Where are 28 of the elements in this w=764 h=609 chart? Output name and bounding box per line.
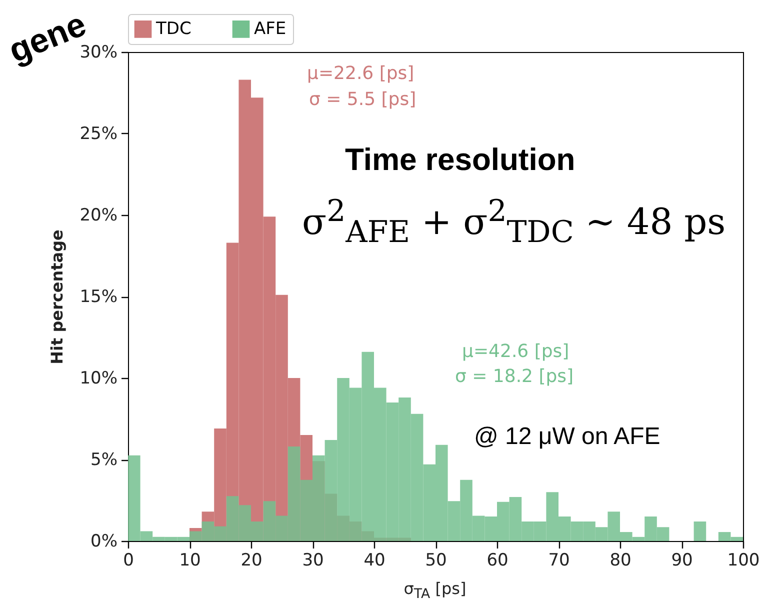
x-axis-title: σ$_{TA}$ [ps] xyxy=(404,579,466,603)
x-tick-label: 70 xyxy=(548,550,570,570)
x-tick-label: 80 xyxy=(610,550,632,570)
y-tick-label: 0% xyxy=(90,532,118,552)
annotation: σ = 18.2 [ps] xyxy=(455,366,574,387)
annotation: μ=22.6 [ps] xyxy=(307,63,414,84)
x-tick-label: 30 xyxy=(302,550,324,570)
annotation: μ=42.6 [ps] xyxy=(462,341,570,362)
x-tick-label: 60 xyxy=(486,550,508,570)
x-tick-label: 90 xyxy=(671,550,693,570)
annotation: σ$^{2}$$_{AFE}$ + σ$^{2}$$_{TDC}$ ~ 48 ps xyxy=(302,194,726,250)
y-tick-label: 5% xyxy=(90,450,118,470)
x-tick-label: 100 xyxy=(727,550,760,570)
x-tick-label: 0 xyxy=(123,550,134,570)
y-tick-label: 25% xyxy=(80,124,118,144)
annotation: @ 12 μW on AFE xyxy=(474,423,660,450)
legend-label: AFE xyxy=(254,19,286,40)
legend-label: TDC xyxy=(155,19,192,40)
y-tick-label: 15% xyxy=(80,287,118,307)
y-tick-label: 20% xyxy=(80,206,118,226)
x-tick-label: 10 xyxy=(179,550,201,570)
y-axis-title: Hit percentage xyxy=(48,229,67,364)
annotation: Time resolution xyxy=(345,142,576,178)
x-tick-label: 40 xyxy=(364,550,386,570)
x-tick-label: 20 xyxy=(240,550,262,570)
x-tick-label: 50 xyxy=(425,550,447,570)
y-tick-label: 10% xyxy=(80,368,118,388)
annotation: σ = 5.5 [ps] xyxy=(309,89,416,110)
